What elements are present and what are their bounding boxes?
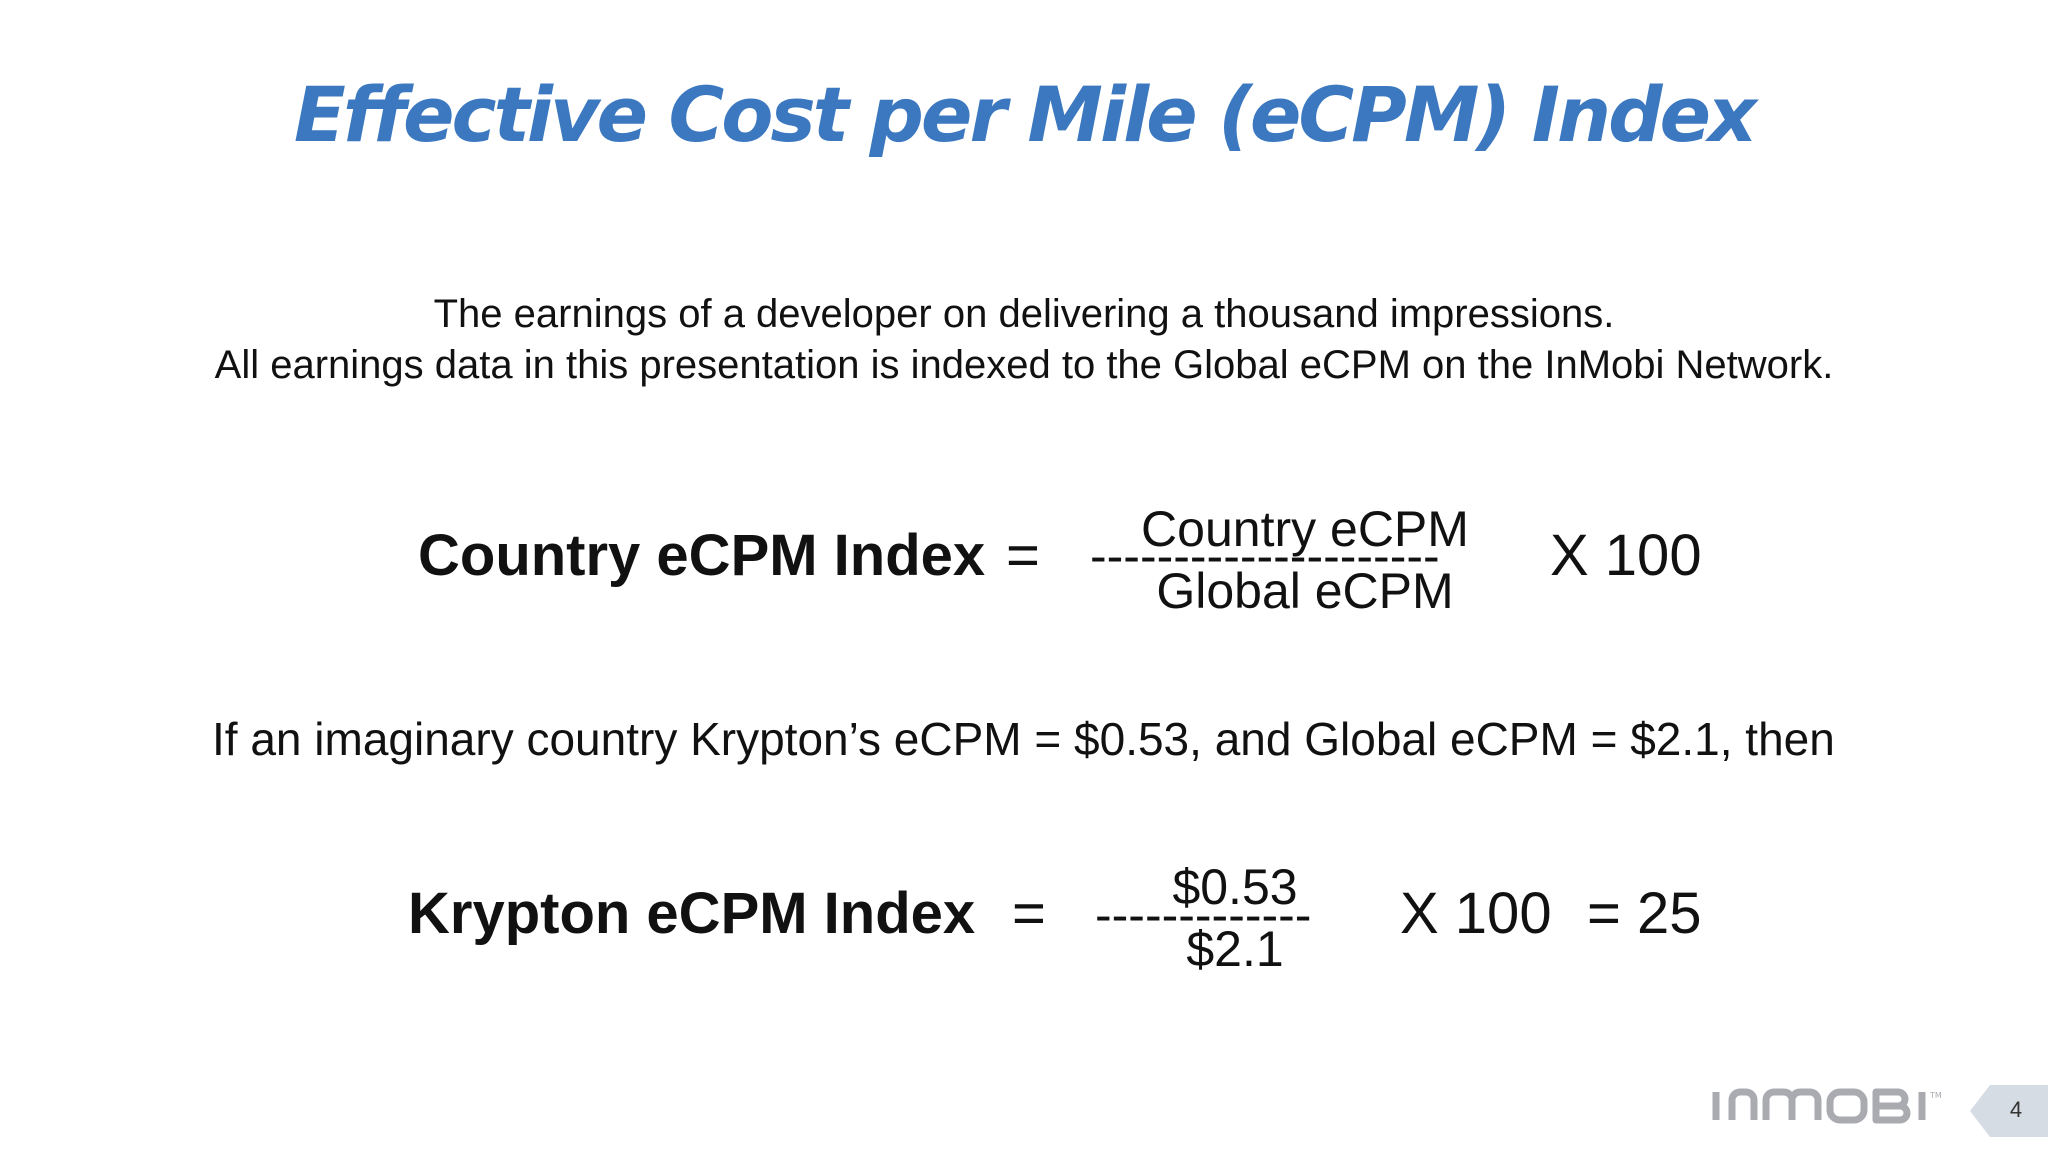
country-formula-denominator: Global eCPM — [1156, 563, 1454, 619]
krypton-formula-equals: = — [1012, 881, 1046, 946]
country-formula-equals: = — [1006, 523, 1040, 588]
country-formula-multiplier: X 100 — [1550, 523, 1702, 588]
krypton-formula-label: Krypton eCPM Index — [408, 881, 976, 946]
country-formula-numerator: Country eCPM — [1141, 501, 1469, 557]
page-number: 4 — [2009, 1097, 2023, 1122]
example-text: If an imaginary country Krypton’s eCPM =… — [212, 713, 1835, 765]
krypton-formula-numerator: $0.53 — [1172, 859, 1298, 915]
country-formula-label: Country eCPM Index — [418, 523, 986, 588]
page-number-tab — [1970, 1085, 2048, 1137]
inmobi-logo: TM — [1712, 1088, 1942, 1124]
krypton-formula-multiplier: X 100 — [1400, 881, 1552, 946]
description-line-1: The earnings of a developer on deliverin… — [433, 292, 1615, 336]
svg-text:TM: TM — [1929, 1091, 1942, 1100]
description-line-2: All earnings data in this presentation i… — [214, 343, 1834, 387]
krypton-formula-fraction-bar: ------------- — [1095, 887, 1312, 943]
krypton-formula-denominator: $2.1 — [1186, 921, 1284, 977]
krypton-formula-result: = 25 — [1587, 881, 1702, 946]
slide-title: Effective Cost per Mile (eCPM) Index — [293, 70, 1757, 159]
country-formula-fraction-bar: --------------------- — [1090, 528, 1440, 584]
